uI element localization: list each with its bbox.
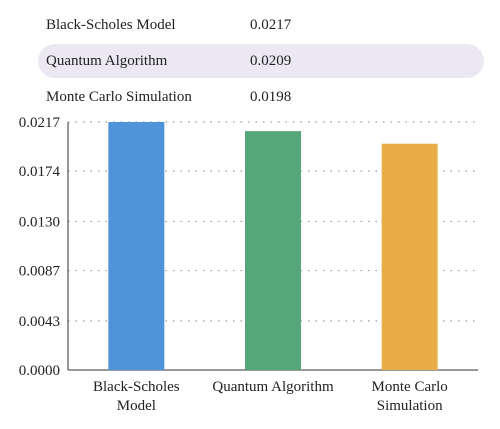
bar bbox=[245, 131, 301, 370]
y-tick-label: 0.0000 bbox=[19, 363, 60, 379]
method-name: Black-Scholes Model bbox=[46, 17, 176, 33]
table-row: Monte Carlo Simulation 0.0198 bbox=[38, 80, 484, 114]
method-value: 0.0217 bbox=[250, 17, 292, 33]
bar bbox=[381, 143, 438, 370]
table-row: Black-Scholes Model 0.0217 bbox=[38, 8, 484, 42]
table-row: Quantum Algorithm 0.0209 bbox=[38, 44, 484, 78]
x-tick-label: Model bbox=[117, 398, 156, 414]
bar bbox=[108, 122, 165, 370]
y-tick-label: 0.0087 bbox=[19, 264, 61, 280]
y-tick-label: 0.0174 bbox=[19, 164, 61, 180]
method-name: Quantum Algorithm bbox=[46, 53, 168, 69]
method-value: 0.0198 bbox=[250, 89, 292, 105]
method-value: 0.0209 bbox=[250, 53, 292, 69]
y-tick-label: 0.0217 bbox=[19, 115, 61, 131]
bar-chart: 0.0000 0.0043 0.0087 0.0130 0.0174 0.0217 Blac… bbox=[19, 115, 478, 414]
x-tick-label: Simulation bbox=[377, 398, 443, 414]
x-tick-label: Quantum Algorithm bbox=[212, 379, 334, 395]
x-tick-label: Monte Carlo bbox=[372, 379, 448, 395]
method-name: Monte Carlo Simulation bbox=[46, 89, 192, 105]
values-table: Black-Scholes Model 0.0217 Quantum Algor… bbox=[38, 8, 484, 116]
y-tick-label: 0.0130 bbox=[19, 214, 60, 230]
x-tick-label: Black-Scholes bbox=[93, 379, 180, 395]
y-tick-label: 0.0043 bbox=[19, 314, 60, 330]
